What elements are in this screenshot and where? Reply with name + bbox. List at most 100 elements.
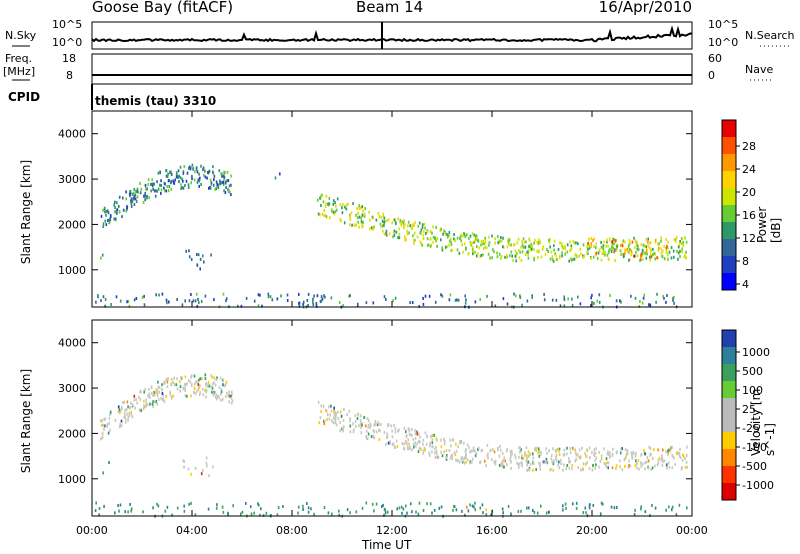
power-echo xyxy=(196,181,199,185)
power-echo xyxy=(133,197,135,201)
power-echo xyxy=(620,253,622,256)
power-echo xyxy=(477,252,479,256)
velocity-echo xyxy=(211,382,214,386)
velocity-echo xyxy=(603,461,606,465)
power-echo xyxy=(675,239,677,243)
velocity-echo xyxy=(630,451,633,455)
beam-title: Beam 14 xyxy=(356,0,424,16)
velocity-echo xyxy=(644,467,646,471)
power-echo xyxy=(147,183,150,186)
power-echo xyxy=(186,171,189,175)
power-echo xyxy=(116,208,119,212)
velocity-echo xyxy=(640,507,642,511)
velocity-echo xyxy=(452,508,454,512)
power-echo xyxy=(334,210,337,214)
velocity-echo xyxy=(199,377,202,381)
power-echo xyxy=(267,292,270,296)
power-echo xyxy=(506,302,509,306)
power-echo xyxy=(647,244,649,248)
velocity-echo xyxy=(471,504,474,508)
velocity-echo xyxy=(211,386,214,390)
power-echo xyxy=(114,200,116,204)
power-echo xyxy=(316,294,319,298)
velocity-echo xyxy=(385,442,387,446)
power-echo xyxy=(598,293,601,297)
power-echo xyxy=(372,301,375,305)
power-echo xyxy=(209,186,212,190)
power-echo xyxy=(480,240,483,243)
velocity-echo xyxy=(521,464,523,468)
velocity-echo xyxy=(609,455,611,459)
power-echo xyxy=(478,246,481,250)
power-echo xyxy=(646,252,648,256)
power-echo xyxy=(681,242,683,246)
velocity-echo xyxy=(676,451,678,455)
power-echo xyxy=(520,259,523,262)
ytick-label: 3000 xyxy=(58,173,86,186)
velocity-echo xyxy=(607,450,609,454)
power-echo xyxy=(630,253,632,257)
power-echo xyxy=(480,243,482,247)
velocity-echo xyxy=(195,380,197,384)
velocity-echo xyxy=(451,454,454,457)
velocity-echo xyxy=(458,440,461,444)
velocity-echo xyxy=(526,506,528,510)
power-echo xyxy=(118,195,121,199)
velocity-echo xyxy=(592,463,594,467)
power-echo xyxy=(330,296,333,300)
velocity-echo xyxy=(198,393,201,397)
power-echo xyxy=(182,186,185,190)
power-echo xyxy=(165,298,168,302)
velocity-echo xyxy=(151,402,154,406)
velocity-echo xyxy=(184,375,187,379)
velocity-echo xyxy=(403,426,406,430)
velocity-echo xyxy=(440,505,443,509)
power-echo xyxy=(553,244,555,248)
velocity-echo xyxy=(489,449,491,453)
velocity-echo xyxy=(118,425,121,429)
velocity-echo xyxy=(582,462,585,466)
velocity-echo xyxy=(146,403,149,407)
power-cbar-swatch xyxy=(722,222,736,240)
velocity-echo xyxy=(474,501,476,505)
velocity-echo xyxy=(128,406,131,410)
power-echo xyxy=(513,243,516,247)
velocity-echo xyxy=(123,411,126,415)
power-echo xyxy=(174,178,176,182)
xtick-label: 00:00 xyxy=(76,524,108,537)
power-echo xyxy=(136,195,139,199)
velocity-echo xyxy=(539,464,541,468)
velocity-echo xyxy=(464,513,466,517)
velocity-echo xyxy=(650,467,652,471)
power-echo xyxy=(153,189,156,193)
power-echo xyxy=(507,241,510,245)
vel-cbar-tick-label: 25 xyxy=(742,403,756,416)
power-echo xyxy=(613,238,616,242)
velocity-echo xyxy=(516,461,518,465)
velocity-echo xyxy=(222,383,224,387)
power-echo xyxy=(210,181,213,185)
power-echo xyxy=(647,240,649,244)
power-echo xyxy=(422,237,425,241)
power-echo xyxy=(399,218,402,222)
velocity-echo xyxy=(130,509,132,513)
power-echo xyxy=(407,224,409,228)
velocity-echo xyxy=(162,398,165,402)
power-echo xyxy=(422,297,424,300)
velocity-echo xyxy=(424,448,427,452)
power-echo xyxy=(613,250,616,254)
velocity-echo xyxy=(506,447,508,451)
power-echo xyxy=(176,298,178,301)
velocity-echo xyxy=(136,401,138,405)
power-echo xyxy=(521,250,524,254)
power-echo xyxy=(449,239,451,243)
power-echo xyxy=(419,240,422,244)
power-echo xyxy=(229,190,231,194)
velocity-echo xyxy=(257,503,260,507)
power-echo xyxy=(474,239,476,243)
velocity-echo xyxy=(585,511,587,515)
velocity-echo xyxy=(632,451,635,455)
velocity-echo xyxy=(539,462,541,466)
power-echo xyxy=(360,220,363,224)
velocity-echo xyxy=(343,408,345,411)
